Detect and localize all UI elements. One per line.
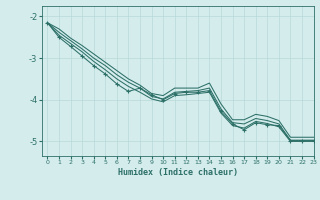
X-axis label: Humidex (Indice chaleur): Humidex (Indice chaleur)	[118, 168, 237, 177]
